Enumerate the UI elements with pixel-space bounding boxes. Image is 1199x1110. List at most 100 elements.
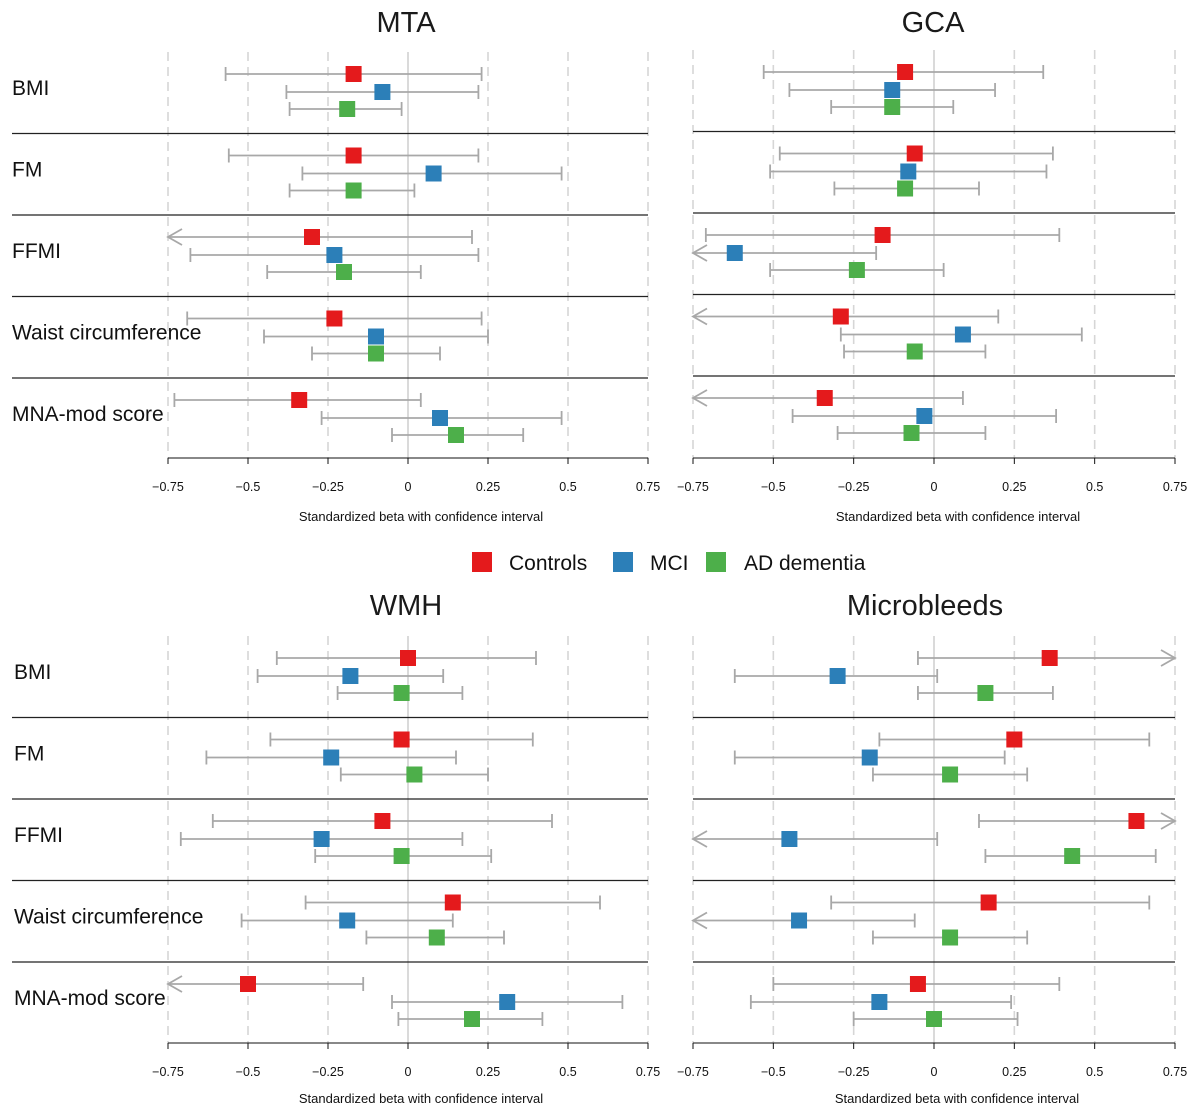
wmh-fm-ad-dementia-point: [406, 766, 423, 783]
x-axis-title-microbleeds: Standardized beta with confidence interv…: [835, 1091, 1079, 1106]
microbleeds-waist-circumference-controls-point: [980, 894, 997, 911]
wmh-x-tick-label: 0.5: [559, 1065, 576, 1079]
mta-x-tick-label: −0.5: [236, 480, 261, 494]
wmh-x-tick-label: −0.5: [236, 1065, 261, 1079]
row-label-ffmi: FFMI: [12, 240, 61, 263]
microbleeds-mna-mod-score-mci-point: [871, 994, 888, 1010]
wmh-x-tick-label: 0.75: [636, 1065, 660, 1079]
row-label-bmi: BMI: [14, 661, 51, 684]
plot-layer: −0.75 −0.5 −0.25 0 0.25 0.5 0.75 BMI FM FFMI Waist…: [12, 50, 1187, 1079]
legend-label-ad-dementia: AD dementia: [744, 552, 866, 575]
microbleeds-fm-mci-point: [861, 749, 878, 766]
row-label-bmi: BMI: [12, 77, 49, 100]
mta-ffmi-ad-dementia-point: [336, 264, 352, 280]
row-label-ffmi: FFMI: [14, 824, 63, 847]
mta-x-tick-label: −0.75: [152, 480, 184, 494]
gca-bmi-mci-point: [884, 82, 901, 98]
row-label-mna-mod-score: MNA-mod score: [14, 987, 166, 1010]
panel-title-mta: MTA: [376, 7, 436, 39]
mta-bmi-ad-dementia-point: [339, 101, 356, 117]
wmh-fm-mci-point: [323, 749, 340, 766]
microbleeds-bmi-controls-ci-arrow-right: [1160, 649, 1177, 667]
gca-x-tick-label: 0.25: [1002, 480, 1026, 494]
mta-ffmi-controls-ci-arrow-left: [166, 228, 183, 246]
microbleeds-waist-circumference-mci-point: [791, 912, 808, 929]
row-label-fm: FM: [14, 743, 44, 766]
microbleeds-x-tick-label: −0.75: [677, 1065, 709, 1079]
microbleeds-mna-mod-score-controls-point: [909, 976, 926, 992]
gca-x-tick-label: 0.5: [1086, 480, 1103, 494]
gca-ffmi-ad-dementia-point: [848, 262, 865, 278]
gca-mna-mod-score-ad-dementia-point: [903, 425, 920, 441]
microbleeds-x-tick-label: −0.5: [761, 1065, 786, 1079]
x-axis-title-wmh: Standardized beta with confidence interv…: [299, 1091, 543, 1106]
wmh-mna-mod-score-ad-dementia-point: [464, 1011, 480, 1027]
microbleeds-x-tick-label: −0.25: [838, 1065, 870, 1079]
gca-bmi-controls-point: [897, 64, 914, 80]
microbleeds-x-tick-label: 0: [931, 1065, 938, 1079]
gca-x-tick-label: −0.25: [838, 480, 870, 494]
gca-mna-mod-score-mci-point: [916, 408, 933, 424]
row-label-fm: FM: [12, 159, 42, 182]
mta-x-tick-label: −0.25: [312, 480, 344, 494]
wmh-ffmi-controls-point: [374, 813, 391, 829]
microbleeds-ffmi-mci-ci-arrow-left: [691, 830, 708, 848]
wmh-fm-controls-point: [393, 731, 410, 748]
microbleeds-mna-mod-score-ad-dementia-point: [926, 1011, 942, 1027]
gca-x-tick-label: −0.75: [677, 480, 709, 494]
microbleeds-fm-ad-dementia-point: [942, 766, 959, 783]
wmh-x-tick-label: −0.25: [312, 1065, 344, 1079]
panel-title-gca: GCA: [902, 7, 966, 39]
mta-waist-circumference-controls-point: [326, 310, 343, 327]
microbleeds-ffmi-controls-point: [1128, 813, 1145, 829]
row-label-mna-mod-score: MNA-mod score: [12, 403, 164, 426]
wmh-ffmi-ad-dementia-point: [393, 848, 410, 864]
panel-title-microbleeds: Microbleeds: [847, 590, 1003, 622]
legend-swatch-ad-dementia: [706, 552, 726, 572]
gca-ffmi-mci-ci-arrow-left: [691, 244, 708, 262]
microbleeds-bmi-mci-point: [829, 668, 846, 684]
wmh-x-tick-label: −0.75: [152, 1065, 184, 1079]
microbleeds-x-tick-label: 0.5: [1086, 1065, 1103, 1079]
mta-x-tick-label: 0.5: [559, 480, 576, 494]
gca-fm-ad-dementia-point: [897, 180, 914, 197]
mta-waist-circumference-ad-dementia-point: [368, 345, 384, 362]
gca-bmi-ad-dementia-point: [884, 99, 901, 115]
wmh-bmi-mci-point: [342, 668, 359, 684]
legend: Controls MCI AD dementia: [472, 552, 866, 575]
microbleeds-ffmi-ad-dementia-point: [1064, 848, 1081, 864]
gca-fm-controls-point: [906, 145, 923, 162]
mta-x-tick-label: 0.75: [636, 480, 660, 494]
microbleeds-x-tick-label: 0.25: [1002, 1065, 1026, 1079]
wmh-waist-circumference-controls-point: [444, 894, 461, 911]
row-label-waist-circumference: Waist circumference: [14, 906, 203, 929]
mta-waist-circumference-mci-point: [368, 328, 384, 345]
mta-fm-controls-point: [345, 147, 362, 164]
gca-ffmi-controls-point: [874, 227, 891, 243]
gca-x-tick-label: 0.75: [1163, 480, 1187, 494]
wmh-ffmi-mci-point: [313, 831, 330, 847]
gca-waist-circumference-controls-ci-arrow-left: [691, 307, 708, 326]
x-axis-title-mta: Standardized beta with confidence interv…: [299, 509, 543, 524]
legend-swatch-mci: [613, 552, 633, 572]
wmh-waist-circumference-ad-dementia-point: [428, 929, 445, 946]
gca-waist-circumference-controls-point: [832, 308, 849, 325]
wmh-mna-mod-score-controls-ci-arrow-left: [166, 975, 183, 993]
wmh-mna-mod-score-mci-point: [499, 994, 516, 1010]
wmh-x-tick-label: 0: [405, 1065, 412, 1079]
gca-waist-circumference-ad-dementia-point: [906, 343, 923, 360]
wmh-waist-circumference-mci-point: [339, 912, 356, 929]
wmh-bmi-controls-point: [400, 650, 416, 666]
wmh-bmi-ad-dementia-point: [393, 685, 410, 701]
microbleeds-ffmi-mci-point: [781, 831, 798, 847]
mta-ffmi-mci-point: [326, 247, 343, 263]
gca-mna-mod-score-controls-point: [816, 390, 833, 406]
legend-label-controls: Controls: [509, 552, 587, 575]
mta-mna-mod-score-controls-point: [291, 392, 308, 408]
microbleeds-waist-circumference-ad-dementia-point: [942, 929, 959, 946]
mta-mna-mod-score-ad-dementia-point: [448, 427, 464, 443]
legend-swatch-controls: [472, 552, 492, 572]
gca-mna-mod-score-controls-ci-arrow-left: [691, 389, 708, 407]
mta-mna-mod-score-mci-point: [432, 410, 448, 426]
